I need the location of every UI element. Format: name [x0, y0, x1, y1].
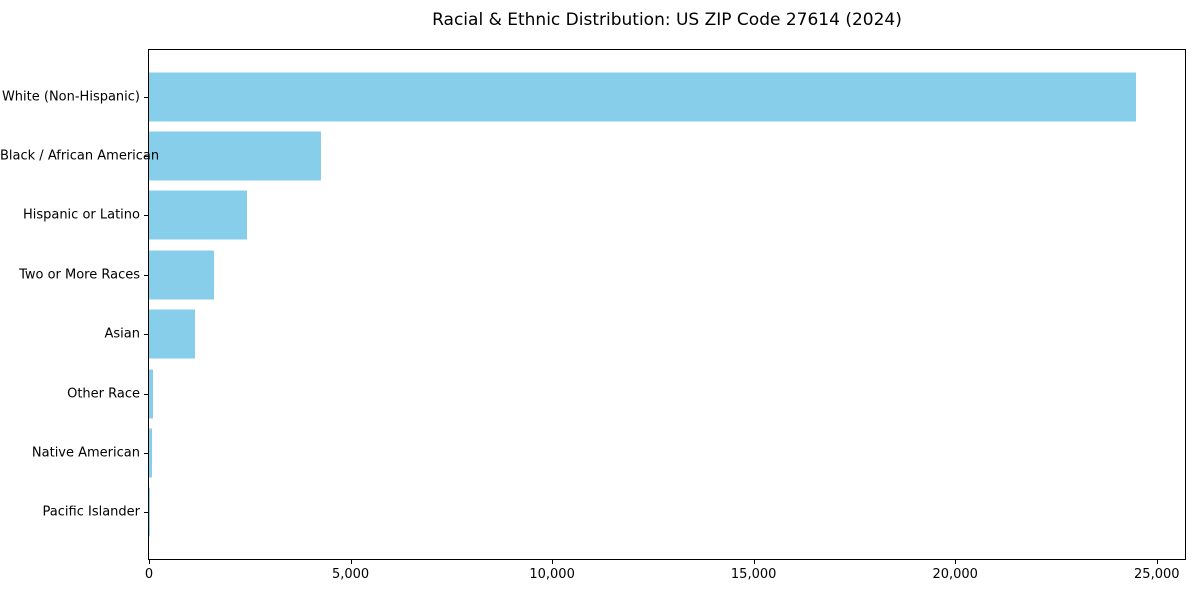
bar-native-american — [149, 428, 152, 478]
y-tick-mark — [144, 97, 148, 98]
y-tick-label: Pacific Islander — [42, 504, 140, 520]
y-tick-label: Hispanic or Latino — [22, 207, 140, 223]
y-tick-mark — [144, 512, 148, 513]
plot-area — [148, 49, 1186, 560]
x-tick-mark — [552, 560, 554, 564]
y-tick-mark — [144, 453, 148, 454]
x-tick-label: 0 — [144, 567, 154, 582]
x-tick-mark — [1156, 560, 1158, 564]
bar-white-non-hispanic — [149, 72, 1136, 122]
y-tick-label: Asian — [104, 326, 140, 342]
y-tick-label: Other Race — [67, 386, 140, 402]
x-tick-label: 10,000 — [529, 567, 575, 582]
y-tick-mark — [144, 394, 148, 395]
x-tick-mark — [149, 560, 150, 564]
x-tick-mark — [350, 560, 352, 564]
x-tick-label: 5,000 — [331, 567, 370, 582]
bars-container — [149, 67, 1185, 542]
y-tick-mark — [144, 215, 148, 216]
bar-two-or-more-races — [149, 250, 214, 300]
bar-band — [149, 483, 1185, 542]
bar-band — [149, 126, 1185, 185]
bar-band — [149, 245, 1185, 304]
bar-band — [149, 423, 1185, 482]
x-tick-label: 15,000 — [730, 567, 777, 582]
bar-black-african-american — [149, 131, 322, 181]
y-tick-label: Black / African American — [0, 148, 160, 164]
y-tick-label: Native American — [31, 445, 140, 461]
bar-band — [149, 186, 1185, 245]
bar-band — [149, 364, 1185, 423]
y-tick-label: Two or More Races — [19, 267, 140, 283]
bar-other-race — [149, 369, 154, 419]
y-tick-mark — [144, 275, 148, 276]
bar-band — [149, 67, 1185, 126]
bar-hispanic-or-latino — [149, 190, 247, 240]
chart-title: Racial & Ethnic Distribution: US ZIP Cod… — [432, 10, 902, 30]
y-tick-mark — [144, 156, 148, 157]
y-tick-label: White (Non-Hispanic) — [1, 89, 140, 105]
y-tick-mark — [144, 334, 148, 335]
x-tick-label: 25,000 — [1134, 567, 1180, 582]
x-tick-mark — [753, 560, 755, 564]
x-tick-label: 20,000 — [932, 567, 978, 582]
x-tick-mark — [955, 560, 957, 564]
bar-asian — [149, 309, 196, 359]
bar-band — [149, 305, 1185, 364]
